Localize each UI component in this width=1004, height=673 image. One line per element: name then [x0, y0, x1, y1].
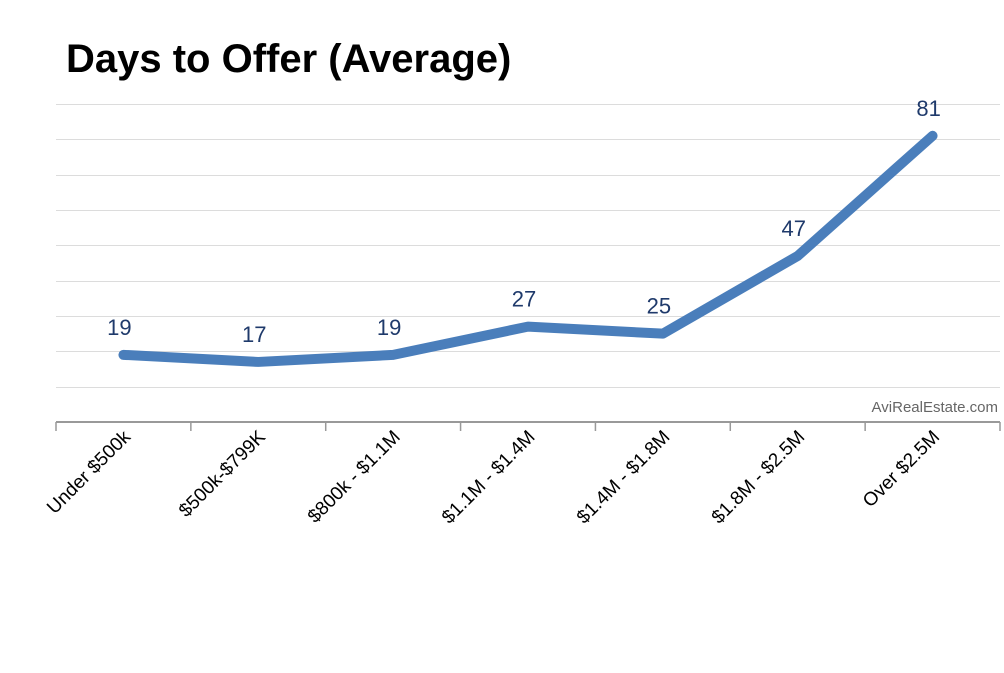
data-label: 27: [512, 287, 536, 312]
data-point: [389, 350, 398, 359]
data-label: 25: [647, 294, 671, 319]
data-point: [658, 329, 667, 338]
x-tick-label: Under $500k: [43, 426, 135, 518]
data-point: [119, 350, 128, 359]
x-tick-label: $500k-$799K: [175, 426, 270, 521]
data-label: 17: [242, 322, 266, 347]
data-point: [524, 322, 532, 331]
watermark: AviRealEstate.com: [872, 399, 998, 416]
x-tick-label: $1.8M - $2.5M: [708, 427, 809, 528]
data-point: [793, 251, 802, 260]
chart-title: Days to Offer (Average): [66, 37, 511, 81]
data-label: 19: [377, 315, 401, 340]
x-tick-label: $800k - $1.1M: [304, 427, 405, 528]
x-tick-label: $1.1M - $1.4M: [438, 427, 539, 528]
data-point: [254, 357, 263, 366]
data-label: 19: [107, 315, 131, 340]
x-tick-label: Over $2.5M: [859, 427, 944, 512]
data-point: [928, 131, 937, 140]
data-label: 81: [916, 96, 940, 121]
data-label: 47: [781, 216, 805, 241]
x-tick-label: $1.4M - $1.8M: [573, 427, 674, 528]
